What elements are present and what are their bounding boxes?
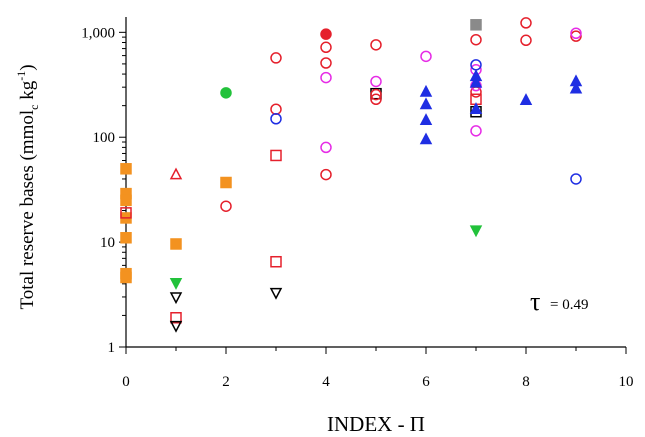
data-point [570, 30, 582, 42]
data-point [320, 71, 332, 84]
data-point [120, 207, 132, 219]
data-point [320, 57, 332, 69]
y-tick-label: 1,000 [81, 25, 115, 41]
data-point [570, 27, 582, 39]
data-point [320, 28, 332, 40]
y-axis-title-tail: kg [17, 80, 38, 104]
x-axis-title: INDEX - Π [327, 412, 425, 436]
data-point [170, 238, 182, 250]
y-tick-label: 1 [108, 340, 116, 356]
data-point [469, 225, 483, 238]
y-axis-title-main: Total reserve bases (mmol [17, 110, 38, 310]
data-point [419, 132, 433, 145]
data-point [470, 125, 482, 137]
data-point [269, 287, 283, 300]
data-point [270, 112, 282, 125]
data-point [169, 320, 183, 333]
x-tick-label: 10 [619, 374, 634, 390]
data-point [220, 87, 232, 99]
data-point [469, 75, 483, 88]
data-point [520, 34, 532, 47]
data-point [370, 75, 382, 88]
data-point [270, 103, 282, 115]
data-point [220, 176, 232, 189]
x-tick-label: 0 [122, 374, 130, 390]
data-point [419, 97, 433, 110]
data-point [120, 271, 132, 284]
y-axis-title-sub: c [27, 105, 41, 110]
y-axis-title: Total reserve bases (mmolc kg-1) [14, 64, 41, 309]
data-point [270, 255, 282, 268]
data-point [120, 163, 132, 175]
y-axis-title-close: ) [17, 64, 38, 70]
data-point [220, 200, 232, 212]
data-point [169, 167, 183, 180]
data-point [320, 41, 332, 54]
data-point [120, 194, 132, 207]
data-point [370, 39, 382, 51]
data-point [169, 292, 183, 305]
data-point [520, 17, 532, 29]
data-point [519, 93, 533, 106]
data-point [169, 277, 183, 290]
annotation-tau-value: = 0.49 [550, 297, 588, 313]
data-point [419, 113, 433, 126]
data-point [320, 141, 332, 154]
x-tick-label: 8 [522, 374, 530, 390]
annotation-tau-symbol: τ [530, 287, 540, 316]
x-tick-label: 6 [422, 374, 430, 390]
data-point [570, 173, 582, 185]
data-point [470, 19, 482, 31]
data-point [320, 168, 332, 181]
y-tick-label: 100 [93, 130, 116, 146]
data-point [420, 50, 432, 63]
data-point [170, 312, 182, 324]
data-point [120, 232, 132, 244]
data-point [370, 88, 382, 101]
data-point [270, 52, 282, 64]
data-point [270, 149, 282, 162]
x-tick-label: 4 [322, 374, 330, 390]
y-tick-label: 10 [100, 235, 115, 251]
data-point [419, 84, 433, 97]
data-point [370, 93, 382, 106]
data-point [469, 102, 483, 114]
data-point [569, 81, 583, 94]
x-tick-label: 2 [222, 374, 230, 390]
data-point [470, 33, 482, 46]
axes: 0 2 4 6 8 10 1 10 100 1,000 [81, 17, 634, 390]
y-axis-title-sup: -1 [14, 71, 28, 81]
data-points [120, 17, 583, 333]
